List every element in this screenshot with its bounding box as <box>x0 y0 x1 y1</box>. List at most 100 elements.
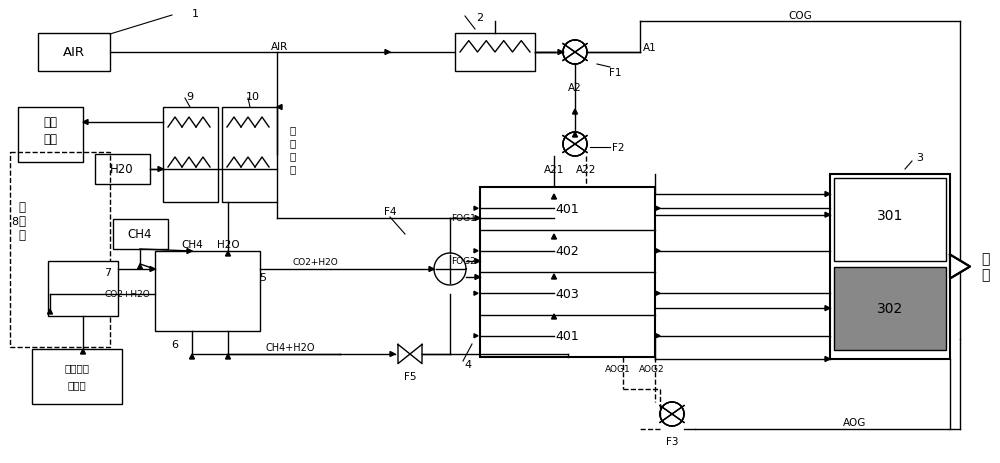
Polygon shape <box>385 50 390 56</box>
Polygon shape <box>552 194 556 200</box>
Polygon shape <box>474 292 478 295</box>
Bar <box>834 179 946 262</box>
Text: 401: 401 <box>556 202 579 215</box>
Text: 排入: 排入 <box>43 115 57 128</box>
Polygon shape <box>552 234 556 239</box>
Text: CO2+H2O: CO2+H2O <box>292 258 338 267</box>
Polygon shape <box>656 249 660 253</box>
Text: F2: F2 <box>612 143 624 153</box>
Bar <box>10 153 110 347</box>
Bar <box>480 188 655 357</box>
Polygon shape <box>475 259 480 264</box>
Bar <box>163 108 218 203</box>
Text: H2O: H2O <box>217 239 239 250</box>
Text: 4: 4 <box>464 359 472 369</box>
Text: 去往碳捕: 去往碳捕 <box>65 362 90 372</box>
Text: 7: 7 <box>104 268 112 277</box>
Text: A22: A22 <box>576 165 596 175</box>
Polygon shape <box>825 213 830 218</box>
Bar <box>455 34 535 72</box>
Text: CO2+H2O: CO2+H2O <box>104 290 150 299</box>
Text: 凝: 凝 <box>19 215 26 228</box>
Polygon shape <box>825 192 830 197</box>
Text: AOG2: AOG2 <box>639 365 665 374</box>
Text: 402: 402 <box>556 245 579 258</box>
Text: AIR: AIR <box>271 42 289 52</box>
Text: 大气: 大气 <box>43 133 57 146</box>
Text: CH4+H2O: CH4+H2O <box>265 342 315 352</box>
Circle shape <box>563 133 587 156</box>
Text: COG: COG <box>788 11 812 21</box>
Polygon shape <box>656 334 660 338</box>
Text: F1: F1 <box>609 68 621 78</box>
Polygon shape <box>656 292 660 295</box>
Polygon shape <box>475 275 480 280</box>
Text: 5: 5 <box>260 272 267 282</box>
Circle shape <box>563 41 587 65</box>
Text: H20: H20 <box>110 163 134 176</box>
Polygon shape <box>158 167 163 172</box>
Text: 空: 空 <box>290 150 296 161</box>
Bar <box>113 219 168 250</box>
Polygon shape <box>390 352 395 357</box>
Bar <box>155 251 260 332</box>
Polygon shape <box>81 349 86 354</box>
Polygon shape <box>474 207 478 211</box>
Bar <box>834 267 946 350</box>
Text: F4: F4 <box>384 206 396 217</box>
Polygon shape <box>429 267 434 272</box>
Polygon shape <box>150 267 155 272</box>
Text: 集装置: 集装置 <box>68 379 86 389</box>
Circle shape <box>660 402 684 426</box>
Polygon shape <box>474 334 478 338</box>
Text: 9: 9 <box>186 92 194 102</box>
Bar <box>222 108 277 203</box>
Polygon shape <box>825 357 830 362</box>
Polygon shape <box>572 110 578 115</box>
Polygon shape <box>226 354 231 359</box>
Text: 403: 403 <box>556 287 579 300</box>
Bar <box>18 108 83 163</box>
Bar <box>38 34 110 72</box>
Text: 1: 1 <box>192 9 199 19</box>
Polygon shape <box>950 255 970 279</box>
Polygon shape <box>656 207 660 211</box>
Text: F5: F5 <box>404 371 416 381</box>
Text: 10: 10 <box>246 92 260 102</box>
Text: F3: F3 <box>666 436 678 446</box>
Polygon shape <box>552 314 556 319</box>
Text: 氧: 氧 <box>290 138 296 148</box>
Text: CH4: CH4 <box>128 228 152 241</box>
Text: FOG1: FOG1 <box>451 214 476 223</box>
Polygon shape <box>83 120 88 125</box>
Text: AIR: AIR <box>63 46 85 59</box>
Text: 力: 力 <box>981 268 989 282</box>
Polygon shape <box>138 264 143 269</box>
Polygon shape <box>552 275 556 279</box>
Polygon shape <box>226 251 231 257</box>
Text: 401: 401 <box>556 330 579 343</box>
Polygon shape <box>277 105 282 110</box>
Polygon shape <box>825 306 830 311</box>
Text: 302: 302 <box>877 301 903 315</box>
Text: 301: 301 <box>877 208 903 222</box>
Polygon shape <box>187 249 192 254</box>
Text: 冷: 冷 <box>19 201 26 214</box>
Bar <box>95 155 150 185</box>
Polygon shape <box>558 50 563 56</box>
Polygon shape <box>474 249 478 253</box>
Text: AOG: AOG <box>843 417 867 427</box>
Bar <box>32 349 122 404</box>
Polygon shape <box>190 354 195 359</box>
Bar <box>830 175 950 359</box>
Polygon shape <box>572 133 578 138</box>
Text: FOG2: FOG2 <box>451 257 476 266</box>
Polygon shape <box>48 309 53 314</box>
Text: 2: 2 <box>476 13 484 23</box>
Text: AOG1: AOG1 <box>605 365 631 374</box>
Text: 气: 气 <box>290 163 296 174</box>
Bar <box>48 262 118 316</box>
Text: CH4: CH4 <box>181 239 203 250</box>
Text: 贫: 贫 <box>290 125 296 135</box>
Text: A2: A2 <box>568 83 582 93</box>
